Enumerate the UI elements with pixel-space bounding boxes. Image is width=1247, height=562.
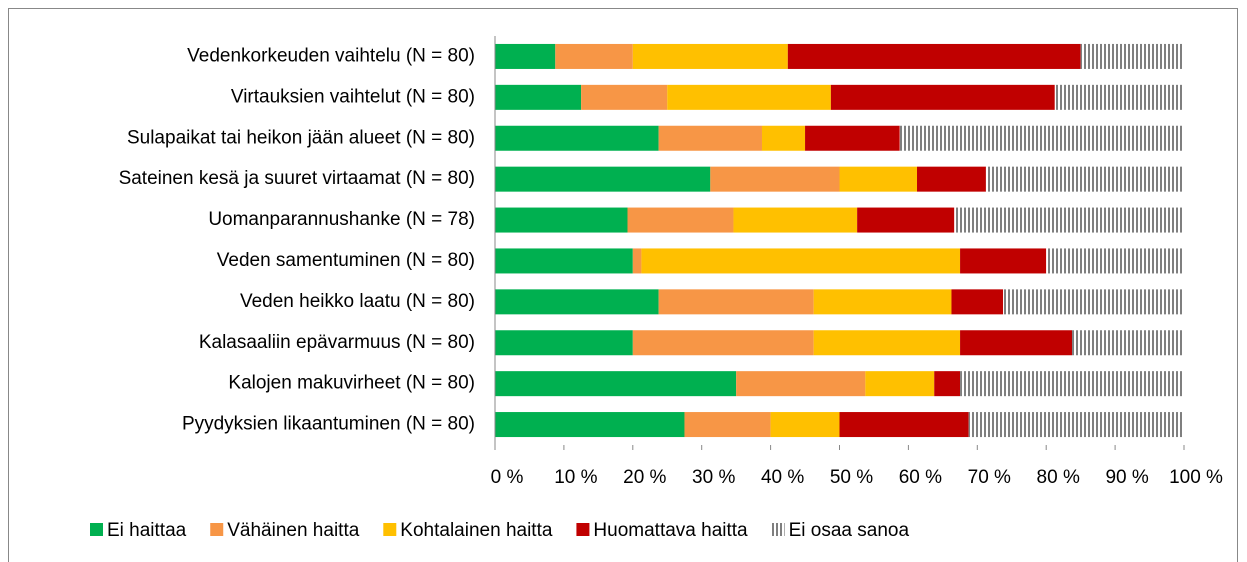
legend-label: Kohtalainen haitta	[400, 520, 553, 541]
category-label: Kalojen makuvirheet (N = 80)	[228, 373, 475, 394]
chart-frame	[8, 8, 1238, 562]
x-tick-label: 20 %	[623, 467, 666, 488]
bar-segment	[830, 84, 1055, 110]
category-label: Virtauksien vaihtelut (N = 80)	[231, 86, 475, 107]
x-tick-label: 100 %	[1169, 467, 1223, 488]
bar-segment	[813, 330, 961, 356]
category-label: Kalasaaliin epävarmuus (N = 80)	[199, 332, 475, 353]
bar-segment	[684, 412, 771, 438]
bar-segment	[667, 84, 831, 110]
bar-segment	[960, 371, 1184, 397]
x-tick-label: 10 %	[554, 467, 597, 488]
bar-segment	[495, 84, 582, 110]
category-label: Uomanparannushanke (N = 78)	[208, 209, 475, 230]
bar-segment	[495, 330, 633, 356]
bar-segment	[951, 289, 1004, 315]
category-label: Veden heikko laatu (N = 80)	[240, 291, 475, 312]
x-tick-label: 50 %	[830, 467, 873, 488]
legend-swatch	[210, 523, 224, 536]
bar-segment	[736, 371, 866, 397]
category-label: Veden samentuminen (N = 80)	[217, 250, 475, 271]
legend-swatch	[576, 523, 590, 536]
legend-swatch	[383, 523, 397, 536]
x-tick-label: 0 %	[491, 467, 524, 488]
bar-segment	[899, 125, 1184, 151]
bar-segment	[555, 43, 633, 69]
bar-segment	[917, 166, 986, 192]
legend-label: Ei haittaa	[107, 520, 187, 541]
bar-segment	[632, 43, 788, 69]
bar-segment	[865, 371, 935, 397]
bar-segment	[813, 289, 952, 315]
bar-segment	[1054, 84, 1184, 110]
x-tick-label: 30 %	[692, 467, 735, 488]
category-label: Vedenkorkeuden vaihtelu (N = 80)	[187, 45, 475, 66]
bar-segment	[770, 412, 840, 438]
bar-segment	[1080, 43, 1184, 69]
bar-segment	[495, 248, 633, 274]
bar-segment	[839, 412, 969, 438]
bar-segment	[985, 166, 1184, 192]
bar-segment	[495, 43, 556, 69]
bar-segment	[857, 207, 955, 233]
x-tick-label: 60 %	[899, 467, 942, 488]
category-label: Sulapaikat tai heikon jään alueet (N = 8…	[127, 127, 475, 148]
category-label: Pyydyksien likaantuminen (N = 80)	[182, 414, 475, 435]
bar-segment	[968, 412, 1184, 438]
bar-segment	[658, 289, 814, 315]
bar-segment	[632, 248, 642, 274]
legend-swatch	[90, 523, 103, 536]
bar-segment	[787, 43, 1081, 69]
bar-segment	[641, 248, 961, 274]
bar-segment	[495, 289, 659, 315]
bar-segment	[658, 125, 762, 151]
bar-segment	[960, 330, 1073, 356]
bar-segment	[495, 207, 628, 233]
bar-segment	[632, 330, 814, 356]
bar-segment	[805, 125, 900, 151]
bar-segment	[495, 371, 737, 397]
bar-segment	[495, 166, 711, 192]
legend-swatch	[771, 523, 785, 536]
bar-segment	[761, 125, 806, 151]
bar-segment	[839, 166, 918, 192]
legend-label: Huomattava haitta	[593, 520, 748, 541]
bar-segment	[710, 166, 840, 192]
x-tick-label: 90 %	[1105, 467, 1148, 488]
category-label: Sateinen kesä ja suuret virtaamat (N = 8…	[119, 168, 475, 189]
x-tick-label: 80 %	[1037, 467, 1080, 488]
bar-segment	[954, 207, 1184, 233]
bar-segment	[1046, 248, 1184, 274]
bar-segment	[495, 125, 659, 151]
legend-label: Ei osaa sanoa	[789, 520, 910, 541]
bar-segment	[1072, 330, 1184, 356]
bar-segment	[581, 84, 668, 110]
x-tick-label: 40 %	[761, 467, 804, 488]
bar-segment	[934, 371, 961, 397]
bar-segment	[627, 207, 734, 233]
x-tick-label: 70 %	[968, 467, 1011, 488]
bar-segment	[733, 207, 858, 233]
bar-segment	[1003, 289, 1184, 315]
bar-segment	[960, 248, 1047, 274]
legend-label: Vähäinen haitta	[227, 520, 359, 541]
bar-segment	[495, 412, 685, 438]
